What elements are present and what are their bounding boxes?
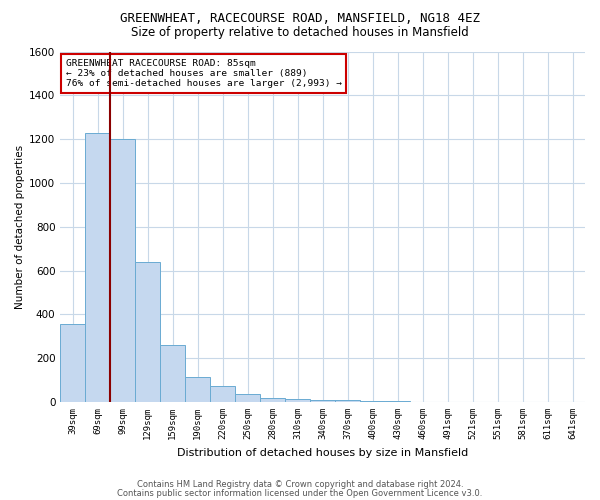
Bar bbox=[210, 386, 235, 402]
Bar bbox=[260, 398, 285, 402]
Text: Size of property relative to detached houses in Mansfield: Size of property relative to detached ho… bbox=[131, 26, 469, 39]
Text: Contains HM Land Registry data © Crown copyright and database right 2024.: Contains HM Land Registry data © Crown c… bbox=[137, 480, 463, 489]
Bar bbox=[310, 400, 335, 402]
Bar bbox=[235, 394, 260, 402]
Bar bbox=[385, 401, 410, 402]
Bar bbox=[85, 132, 110, 402]
Bar bbox=[135, 262, 160, 402]
Text: Contains public sector information licensed under the Open Government Licence v3: Contains public sector information licen… bbox=[118, 488, 482, 498]
Bar bbox=[335, 400, 360, 402]
Text: GREENWHEAT, RACECOURSE ROAD, MANSFIELD, NG18 4EZ: GREENWHEAT, RACECOURSE ROAD, MANSFIELD, … bbox=[120, 12, 480, 26]
Bar bbox=[160, 345, 185, 402]
Bar bbox=[185, 377, 210, 402]
Bar bbox=[360, 400, 385, 402]
Bar bbox=[285, 399, 310, 402]
X-axis label: Distribution of detached houses by size in Mansfield: Distribution of detached houses by size … bbox=[177, 448, 468, 458]
Bar bbox=[60, 324, 85, 402]
Y-axis label: Number of detached properties: Number of detached properties bbox=[15, 144, 25, 309]
Text: GREENWHEAT RACECOURSE ROAD: 85sqm
← 23% of detached houses are smaller (889)
76%: GREENWHEAT RACECOURSE ROAD: 85sqm ← 23% … bbox=[65, 58, 341, 88]
Bar bbox=[110, 139, 135, 402]
